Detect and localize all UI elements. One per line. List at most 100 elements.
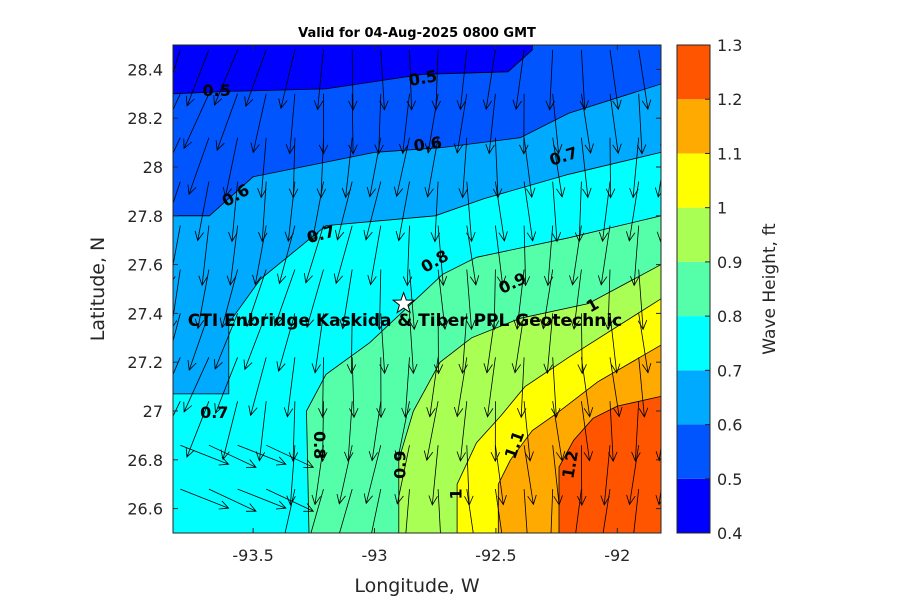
wave-arrow <box>366 137 382 198</box>
wave-arrow <box>335 181 353 241</box>
colorbar-tick-label: 0.5 <box>717 470 742 489</box>
colorbar-swatch <box>677 153 710 208</box>
wave-arrow <box>453 357 468 418</box>
wave-arrow <box>243 313 267 371</box>
wave-arrow <box>630 225 640 287</box>
wave-arrow <box>374 269 385 331</box>
colorbar-tick-label: 1.2 <box>717 90 742 109</box>
wave-arrow <box>511 313 525 374</box>
wave-arrow <box>663 357 672 417</box>
wave-arrow <box>659 144 661 148</box>
wave-arrow <box>430 181 441 243</box>
wave-arrow <box>310 488 324 533</box>
wave-arrow <box>198 225 210 287</box>
wave-arrow <box>408 269 419 331</box>
wave-arrow <box>405 489 410 533</box>
wave-arrow <box>294 532 295 533</box>
y-tick-label: 28 <box>143 158 163 177</box>
wave-arrow <box>214 313 238 370</box>
wave-arrow <box>316 137 327 199</box>
wave-arrow <box>237 488 287 510</box>
wave-arrow <box>569 225 582 286</box>
wave-arrow <box>428 445 439 506</box>
plot-area <box>173 45 678 593</box>
wave-arrow <box>180 532 182 533</box>
wave-arrow <box>598 181 611 243</box>
wave-arrow <box>626 445 640 506</box>
x-axis-label: Longitude, W <box>354 575 480 597</box>
wave-arrow <box>667 50 676 110</box>
wave-arrow <box>304 269 324 329</box>
contour-label: 0.5 <box>203 81 231 100</box>
wave-arrow <box>638 357 649 418</box>
wave-arrow <box>543 313 554 375</box>
wave-arrow <box>185 49 210 107</box>
wave-arrow <box>466 225 480 286</box>
wave-arrow <box>424 93 439 154</box>
wave-arrow <box>424 137 439 198</box>
wave-arrow <box>552 445 563 506</box>
wave-arrow <box>636 93 647 155</box>
wave-arrow <box>631 401 641 463</box>
wave-arrow <box>609 357 623 418</box>
wave-arrow <box>266 444 315 468</box>
wave-arrow <box>277 225 296 285</box>
wave-arrow <box>286 445 296 506</box>
wave-arrow <box>437 269 449 331</box>
wave-arrow <box>371 489 382 533</box>
wave-arrow <box>408 313 418 375</box>
y-tick-label: 27.2 <box>127 353 163 372</box>
wave-arrow <box>519 93 529 155</box>
wave-arrow <box>431 49 441 111</box>
wave-arrow <box>173 357 181 376</box>
wave-arrow <box>258 181 268 243</box>
wave-arrow <box>339 269 353 330</box>
wave-arrow <box>570 269 582 330</box>
wave-arrow <box>213 49 238 107</box>
wave-arrow <box>395 181 410 242</box>
wave-arrow <box>495 445 507 506</box>
wave-arrow <box>341 137 353 199</box>
colorbar-tick-label: 0.8 <box>717 307 742 326</box>
wave-arrow <box>550 489 554 533</box>
wave-arrow <box>194 269 210 330</box>
contour-label: 0.7 <box>200 403 228 422</box>
contour-labels: 0.50.50.60.6 0.70.70.70.80.80.90.9111.11.… <box>200 66 602 499</box>
wave-arrow <box>183 357 210 413</box>
wave-arrow <box>552 532 553 533</box>
wave-arrow <box>393 137 410 198</box>
wave-arrow <box>244 49 267 108</box>
colorbar-swatch <box>677 99 710 154</box>
wave-arrow <box>208 488 257 512</box>
wave-arrow <box>638 532 640 533</box>
wave-arrow <box>394 445 410 505</box>
wave-arrow <box>288 401 299 463</box>
wave-arrow <box>363 181 382 241</box>
contour-label: 0.8 <box>310 431 329 459</box>
wave-arrow <box>313 49 324 111</box>
wave-arrow <box>257 137 267 199</box>
wave-arrow <box>667 533 678 593</box>
wave-arrow <box>655 487 661 506</box>
wave-direction-arrows <box>173 49 678 593</box>
wave-arrow <box>495 181 508 242</box>
wave-arrow <box>173 93 181 111</box>
wave-arrow <box>222 137 238 198</box>
wave-arrow <box>600 445 611 506</box>
wave-arrow <box>284 489 296 533</box>
wave-arrow <box>665 226 674 286</box>
wave-arrow <box>219 269 238 329</box>
wave-arrow <box>173 401 181 417</box>
colorbar-tick-label: 0.9 <box>717 253 742 272</box>
wave-arrow <box>490 401 501 463</box>
wave-arrow <box>577 445 587 507</box>
colorbar-tick-label: 0.6 <box>717 416 742 435</box>
wave-arrow <box>633 489 640 533</box>
wave-arrow <box>273 269 296 327</box>
wave-arrow <box>662 489 671 549</box>
site-marker: CTI Enbridge Kaskida & Tiber PPL Geotech… <box>188 291 622 331</box>
wave-arrow <box>336 445 353 505</box>
wave-arrow <box>453 93 468 154</box>
wave-arrow <box>323 532 324 533</box>
wave-arrow <box>516 357 527 419</box>
